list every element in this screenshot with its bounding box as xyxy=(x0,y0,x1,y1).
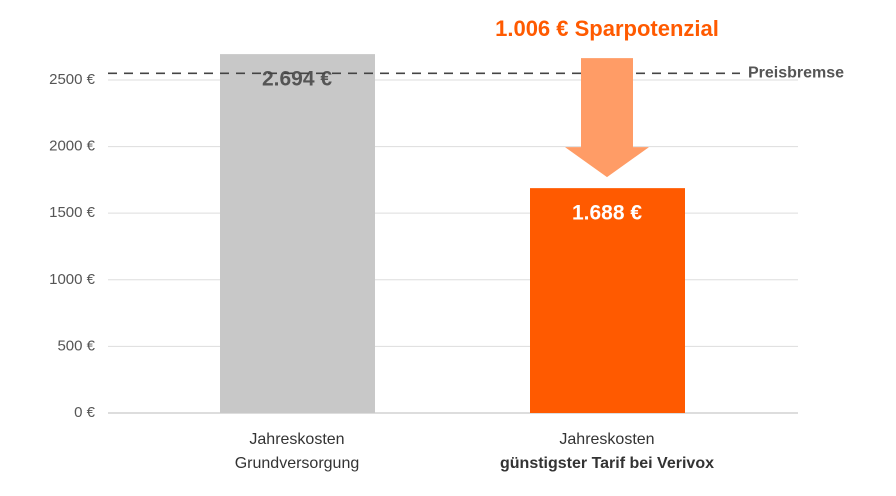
savings-label: 1.006 € Sparpotenzial xyxy=(495,16,719,41)
x-tick-label: Jahreskosten xyxy=(559,431,654,448)
x-tick-label: Grundversorgung xyxy=(235,455,360,472)
y-tick-label: 1500 € xyxy=(49,204,96,221)
y-tick-label: 500 € xyxy=(57,337,95,354)
x-tick-label: günstigster Tarif bei Verivox xyxy=(500,455,714,472)
threshold-label: Preisbremse xyxy=(748,65,844,82)
value-label: 2.694 € xyxy=(262,68,332,91)
y-tick-label: 0 € xyxy=(74,404,96,421)
savings-arrow xyxy=(565,58,649,178)
y-tick-label: 1000 € xyxy=(49,271,96,288)
bar xyxy=(220,54,375,413)
y-tick-label: 2000 € xyxy=(49,138,96,155)
x-tick-label: Jahreskosten xyxy=(249,431,344,448)
value-label: 1.688 € xyxy=(572,202,642,225)
y-tick-label: 2500 € xyxy=(49,71,96,88)
bar xyxy=(530,188,685,413)
